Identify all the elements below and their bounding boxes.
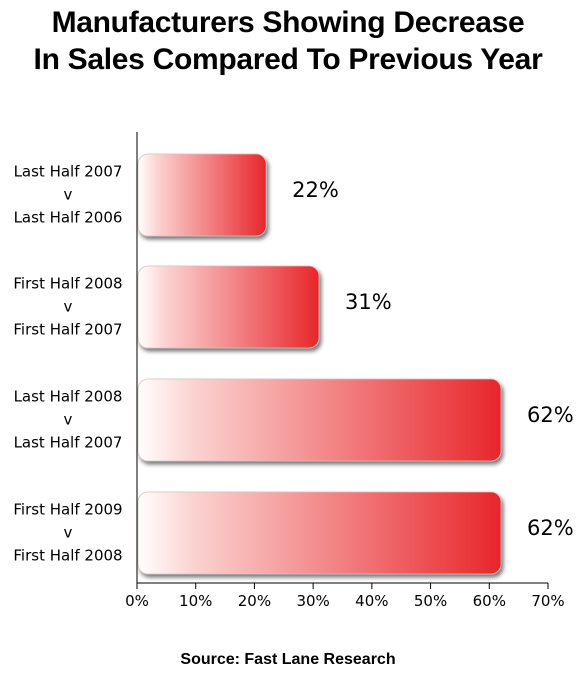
chart-title-line-2: In Sales Compared To Previous Year — [33, 43, 543, 76]
x-tick-label-1: 10% — [179, 592, 212, 610]
x-tick-label-4: 40% — [355, 592, 388, 610]
value-label-2: 31% — [345, 290, 392, 314]
bar-3 — [137, 378, 502, 462]
category-label-4-line-3: First Half 2008 — [13, 547, 122, 565]
category-labels: Last Half 2007 v Last Half 2006 First Half … — [13, 163, 122, 565]
category-label-3-line-2: v — [64, 411, 73, 429]
bar-4 — [137, 491, 502, 575]
chart-title-line-1: Manufacturers Showing Decrease — [51, 6, 525, 39]
x-tick-label-0: 0% — [125, 592, 149, 610]
value-label-1: 22% — [292, 178, 339, 202]
value-label-3: 62% — [527, 403, 574, 427]
x-tick-label-6: 60% — [473, 592, 506, 610]
category-label-3-line-1: Last Half 2008 — [14, 388, 123, 406]
axes: 0% 10% 20% 30% 40% 50% 60% 70% — [125, 132, 565, 610]
category-label-1-line-1: Last Half 2007 — [14, 163, 123, 181]
category-label-3-line-3: Last Half 2007 — [14, 434, 123, 452]
x-tick-label-3: 30% — [296, 592, 329, 610]
category-label-4-line-2: v — [64, 524, 73, 542]
source-note: Source: Fast Lane Research — [180, 651, 396, 668]
x-tick-label-2: 20% — [238, 592, 271, 610]
category-label-2-line-3: First Half 2007 — [13, 321, 122, 339]
bar-1 — [137, 153, 267, 237]
category-label-4-line-1: First Half 2009 — [13, 501, 122, 519]
value-labels: 22% 31% 62% 62% — [292, 178, 574, 540]
bars-layer — [137, 153, 502, 575]
category-label-1-line-2: v — [64, 186, 73, 204]
category-label-2-line-2: v — [64, 298, 73, 316]
value-label-4: 62% — [527, 516, 574, 540]
chart-title: Manufacturers Showing Decrease In Sales … — [0, 4, 576, 78]
x-tick-label-5: 50% — [414, 592, 447, 610]
bar-2 — [137, 265, 320, 349]
x-tick-label-7: 70% — [531, 592, 564, 610]
category-label-1-line-3: Last Half 2006 — [14, 209, 123, 227]
category-label-2-line-1: First Half 2008 — [13, 275, 122, 293]
